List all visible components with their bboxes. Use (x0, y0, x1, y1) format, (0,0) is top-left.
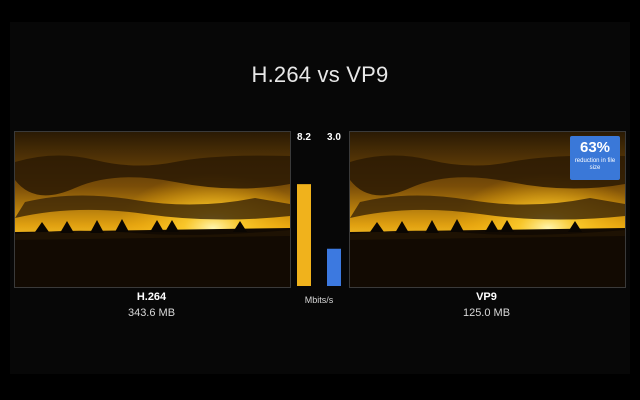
reduction-badge: 63% reduction in file size (570, 136, 620, 180)
bitrate-bar-chart: 8.2 3.0 Mbits/s (297, 132, 341, 305)
reduction-percent: 63% (579, 139, 611, 156)
bar-vp9 (327, 248, 341, 286)
bar-value-label-vp9: 3.0 (327, 132, 341, 143)
unit-label: Mbits/s (305, 295, 334, 305)
bar-h264 (297, 184, 311, 286)
bar-value-label-h264: 8.2 (297, 132, 311, 143)
vp9-label: VP9 (476, 291, 497, 303)
vp9-file-size: 125.0 MB (462, 307, 511, 319)
h264-file-size: 343.6 MB (127, 307, 176, 319)
reduction-text: reduction in file size (574, 158, 616, 171)
h264-label: H.264 (136, 291, 167, 303)
slide-title: H.264 vs VP9 (251, 62, 389, 87)
h264-video-frame (14, 131, 291, 288)
